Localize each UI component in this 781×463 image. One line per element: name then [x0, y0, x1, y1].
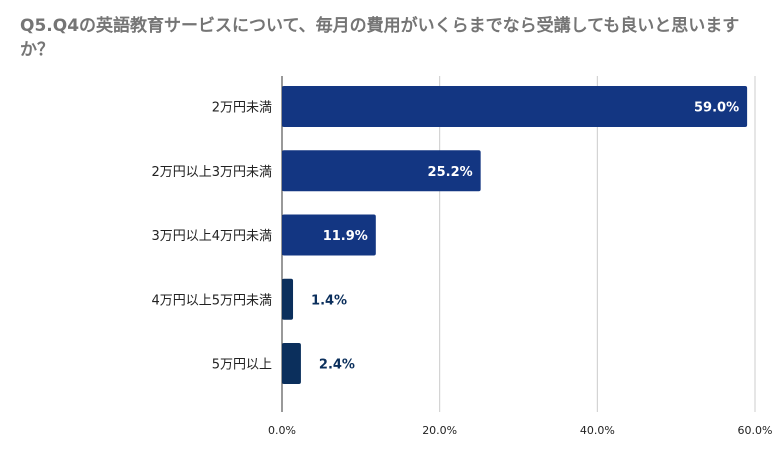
- data-label: 2.4%: [319, 358, 355, 373]
- bar: [282, 86, 748, 127]
- chart-title: Q5.Q4の英語教育サービスについて、毎月の費用がいくらまでなら受講しても良いと…: [20, 16, 740, 60]
- category-label: 5万円以上: [212, 358, 272, 373]
- category-label: 2万円以上3万円未満: [151, 165, 272, 180]
- x-tick-labels: 0.0% 20.0% 40.0% 60.0%: [268, 424, 772, 437]
- data-label: 25.2%: [428, 165, 473, 180]
- x-tick-label: 60.0%: [738, 424, 773, 437]
- x-tick-label: 40.0%: [580, 424, 615, 437]
- bar: [282, 278, 294, 320]
- category-labels: 2万円未満 2万円以上3万円未満 3万円以上4万円未満 4万円以上5万円未満 5万円以上: [151, 101, 272, 373]
- bar: [282, 150, 481, 192]
- data-label: 11.9%: [323, 229, 368, 244]
- bar: [282, 214, 376, 256]
- data-label: 1.4%: [311, 293, 347, 308]
- category-label: 4万円以上5万円未満: [151, 293, 272, 308]
- bar: [282, 343, 301, 384]
- x-tick-label: 20.0%: [422, 424, 457, 437]
- data-labels: 59.0% 25.2% 11.9% 1.4% 2.4%: [311, 101, 739, 373]
- x-tick-label: 0.0%: [268, 424, 296, 437]
- data-label: 59.0%: [694, 101, 739, 116]
- category-label: 2万円未満: [212, 101, 272, 116]
- category-label: 3万円以上4万円未満: [151, 229, 272, 244]
- bars: [282, 86, 748, 384]
